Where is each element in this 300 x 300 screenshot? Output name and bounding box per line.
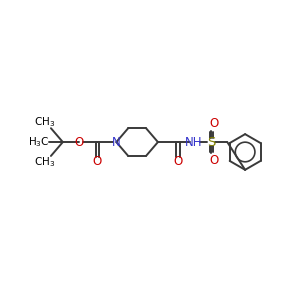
Text: CH$_3$: CH$_3$ bbox=[34, 116, 56, 129]
Text: O: O bbox=[93, 155, 102, 168]
Text: O: O bbox=[173, 155, 182, 168]
Text: CH$_3$: CH$_3$ bbox=[34, 155, 56, 169]
Text: H$_3$C: H$_3$C bbox=[28, 135, 50, 149]
Text: O: O bbox=[74, 136, 83, 148]
Text: O: O bbox=[210, 154, 219, 167]
Text: S: S bbox=[207, 136, 216, 148]
Text: O: O bbox=[210, 117, 219, 130]
Text: N: N bbox=[112, 136, 121, 148]
Text: NH: NH bbox=[185, 136, 202, 148]
